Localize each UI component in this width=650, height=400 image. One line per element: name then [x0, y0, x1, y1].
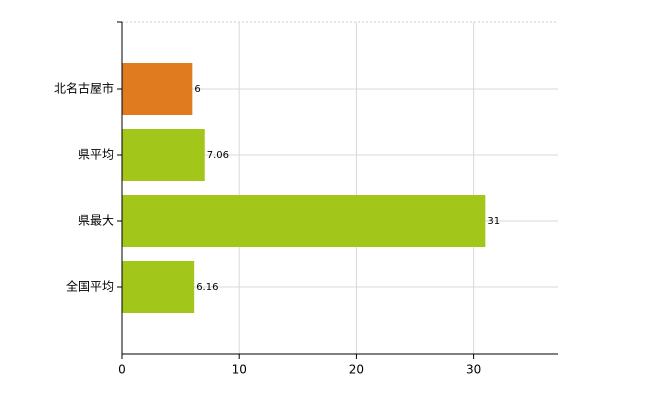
value-label: 6.16 [196, 282, 218, 293]
x-tick-label: 10 [232, 363, 247, 377]
y-tick-label: 県最大 [78, 214, 114, 228]
value-label: 6 [194, 84, 200, 95]
value-label: 7.06 [207, 150, 229, 161]
bar [122, 195, 486, 247]
x-tick-label: 0 [118, 363, 126, 377]
x-tick-label: 20 [349, 363, 364, 377]
y-tick-label: 全国平均 [66, 279, 114, 294]
value-label: 31 [487, 216, 500, 227]
y-tick-label: 北名古屋市 [54, 81, 114, 96]
bar [122, 63, 193, 115]
y-tick-label: 県平均 [78, 148, 114, 162]
bar [122, 129, 205, 181]
bar [122, 261, 195, 313]
x-tick-label: 30 [466, 363, 481, 377]
